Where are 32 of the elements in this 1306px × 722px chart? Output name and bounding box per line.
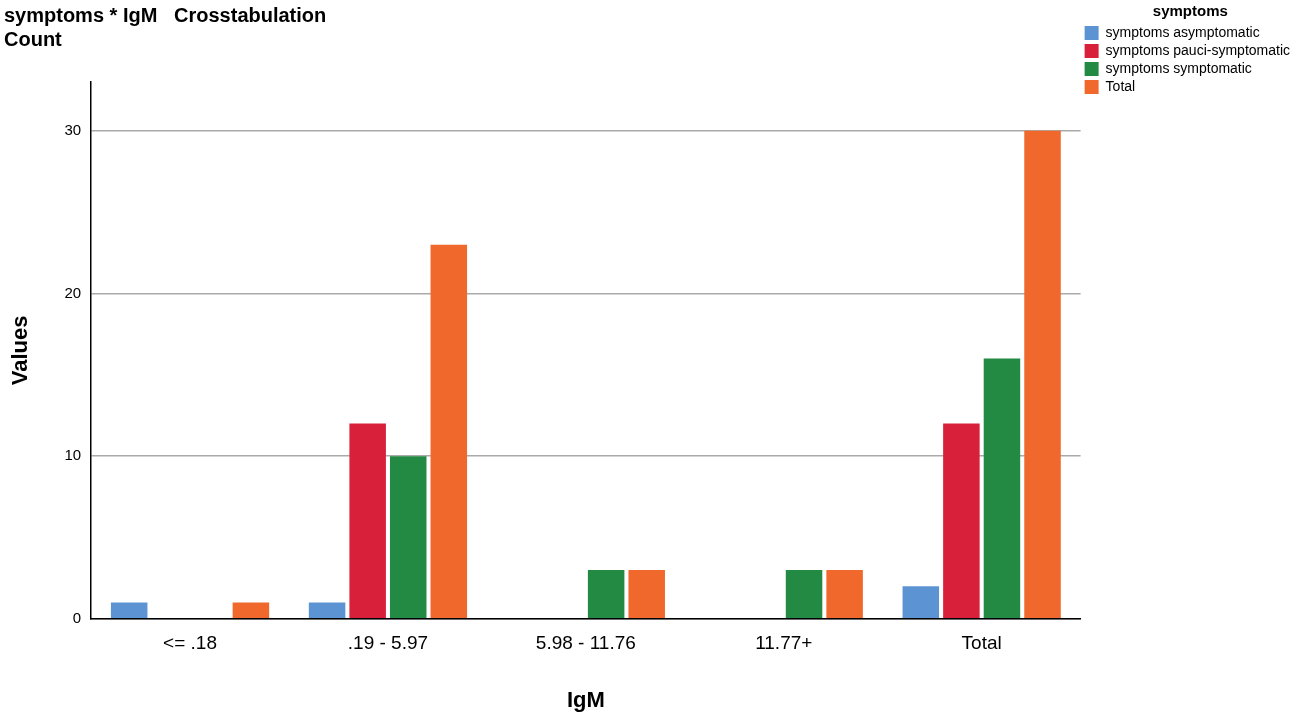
x-tick-label: Total: [961, 632, 1002, 654]
x-tick-label: <= .18: [163, 632, 217, 654]
x-tick-label: 5.98 - 11.76: [535, 632, 636, 654]
bar: [110, 602, 148, 619]
y-tick-label: 10: [64, 446, 82, 464]
bar: [785, 570, 823, 619]
bar: [389, 456, 427, 619]
bar: [628, 570, 665, 619]
x-tick-label: 11.77+: [755, 632, 813, 654]
bar: [826, 570, 863, 619]
bar: [902, 586, 940, 619]
x-axis-title: IgM: [566, 686, 605, 712]
legend-label: symptoms asymptomatic: [1105, 23, 1260, 40]
legend-title: symptoms: [1152, 1, 1228, 19]
y-tick-label: 30: [64, 120, 82, 138]
bar: [983, 358, 1021, 619]
bar: [430, 244, 468, 619]
bar: [943, 423, 980, 619]
bar: [349, 423, 386, 619]
bar: [1024, 130, 1061, 619]
legend-label: Total: [1105, 77, 1136, 94]
x-tick-label: .19 - 5.97: [347, 632, 429, 654]
bar: [587, 570, 625, 619]
y-tick-label: 0: [72, 608, 82, 626]
chart-subtitle: Count: [4, 27, 63, 50]
chart-title: symptoms * IgM Crosstabulation: [4, 3, 327, 26]
bar: [308, 602, 346, 619]
y-tick-label: 20: [64, 283, 82, 301]
bar: [232, 602, 270, 619]
y-axis-title: Values: [7, 315, 33, 386]
legend-label: symptoms pauci-symptomatic: [1105, 41, 1291, 58]
legend-label: symptoms symptomatic: [1105, 59, 1252, 76]
